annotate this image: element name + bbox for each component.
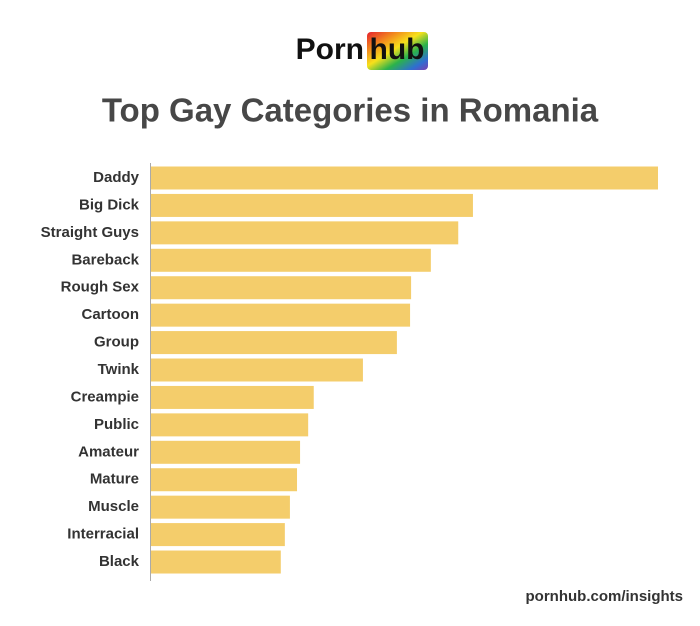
y-tick-label: Cartoon — [82, 306, 140, 323]
bar — [151, 523, 285, 547]
y-tick-label: Group — [94, 334, 139, 351]
bar — [151, 166, 658, 190]
y-tick-label: Public — [94, 416, 139, 433]
y-tick-label: Rough Sex — [61, 279, 140, 296]
y-tick-label: Amateur — [78, 443, 139, 460]
y-tick-label: Daddy — [93, 169, 140, 186]
bar — [151, 276, 412, 300]
bar — [151, 303, 411, 327]
logo-text: Porn — [296, 33, 364, 66]
y-tick-label: Twink — [98, 361, 140, 378]
bar — [151, 193, 473, 217]
bar — [151, 331, 397, 355]
logo-text: hub — [370, 33, 425, 66]
bar — [151, 413, 309, 437]
bar — [151, 440, 301, 464]
y-tick-label: Muscle — [88, 498, 139, 515]
bar — [151, 385, 314, 409]
bar — [151, 495, 290, 519]
y-tick-label: Creampie — [71, 388, 139, 405]
bar — [151, 248, 431, 272]
y-tick-label: Interracial — [67, 526, 139, 543]
y-tick-label: Big Dick — [79, 196, 140, 213]
bar — [151, 358, 363, 382]
source: pornhub.com/insights — [526, 588, 684, 605]
bar — [151, 468, 298, 492]
logo-box — [367, 32, 428, 70]
y-tick-label: Bareback — [71, 251, 139, 268]
bar — [151, 221, 459, 245]
y-tick-label: Mature — [90, 471, 139, 488]
y-tick-label: Straight Guys — [41, 224, 139, 241]
chart-title: Top Gay Categories in Romania — [102, 92, 599, 129]
y-tick-label: Black — [99, 553, 140, 570]
bar — [151, 550, 281, 574]
